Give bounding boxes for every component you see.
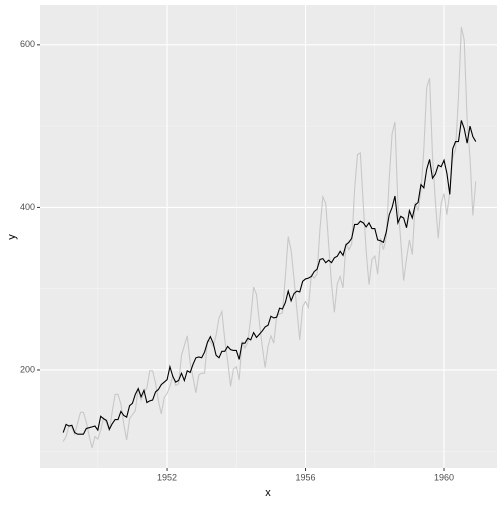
y-axis-label: y [6,234,18,240]
x-tick-label: 1952 [157,472,177,482]
y-tick-label: 200 [20,364,35,374]
x-axis-label: x [265,487,271,499]
series-line [62,26,477,449]
x-tick-label: 1960 [434,472,454,482]
y-tick-label: 600 [20,39,35,49]
y-tick-label: 400 [20,202,35,212]
x-tick-label: 1956 [296,472,316,482]
panel [40,5,497,468]
series-line [62,120,477,435]
